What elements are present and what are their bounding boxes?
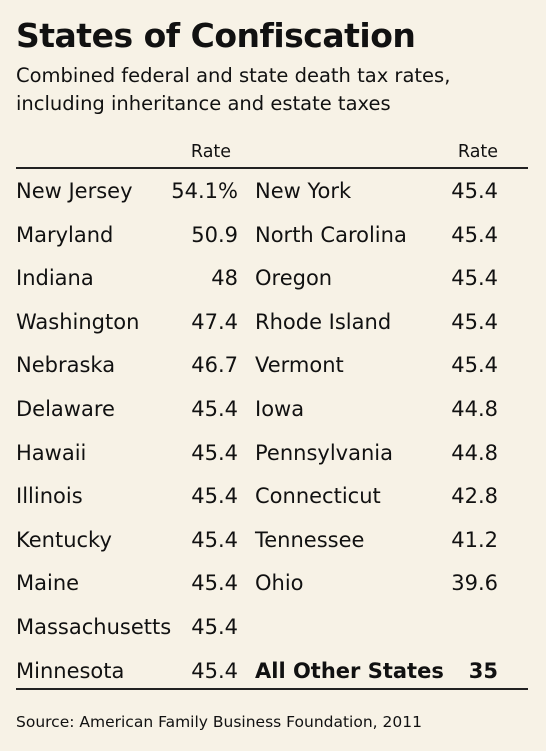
table-row: Nebraska 46.7 Vermont 45.4 <box>16 350 528 394</box>
table-top-rule <box>16 167 528 169</box>
rate-value-left: 45.4 <box>191 615 238 639</box>
rate-value-left: 45.4 <box>191 397 238 421</box>
rate-value-left: 45.4 <box>191 527 238 552</box>
state-name-right: Vermont <box>255 353 344 378</box>
rate-value-right: 45.4 <box>451 309 498 334</box>
rate-column-header-right: Rate <box>457 142 499 162</box>
rate-value-left: 45.4 <box>191 440 238 465</box>
state-name-left: Delaware <box>16 397 115 421</box>
rate-value-left: 47.4 <box>191 309 238 334</box>
table-row: Washington 47.4 Rhode Island 45.4 <box>16 307 528 351</box>
rate-value-left: 46.7 <box>191 353 238 378</box>
table-row: Massachusetts 45.4 <box>16 612 528 656</box>
table-row: Hawaii 45.4 Pennsylvania 44.8 <box>16 438 528 482</box>
rate-value-left: 45.4 <box>191 658 238 683</box>
rate-value-right: 45.4 <box>451 266 498 291</box>
state-name-right: Pennsylvania <box>255 440 393 465</box>
state-name-right: Iowa <box>255 397 305 421</box>
state-name-left: Maryland <box>16 222 114 247</box>
rate-value-left: 48 <box>211 266 238 291</box>
state-name-left: Indiana <box>16 266 94 291</box>
table-row: Indiana 48 Oregon 45.4 <box>16 263 528 307</box>
page-subtitle: Combined federal and state death tax rat… <box>16 64 451 115</box>
state-name-left: Massachusetts <box>16 615 172 639</box>
state-name-right: Connecticut <box>255 484 381 509</box>
rate-value-right: 44.8 <box>451 440 498 465</box>
state-name-right: Rhode Island <box>255 309 392 334</box>
rate-column-header-left: Rate <box>190 142 232 162</box>
rate-value-right: 35 <box>468 658 498 683</box>
state-name-right: Tennessee <box>255 527 365 552</box>
rate-value-right: 45.4 <box>451 222 498 247</box>
rate-value-right: 42.8 <box>451 484 498 509</box>
rate-value-right: 45.4 <box>451 353 498 378</box>
state-name-right: North Carolina <box>255 222 407 247</box>
rate-value-right: 39.6 <box>451 571 498 596</box>
rate-value-right: 45.4 <box>451 179 498 203</box>
state-name-right: New York <box>255 179 352 203</box>
page-title: States of Confiscation <box>16 16 416 55</box>
rate-value-right: 44.8 <box>451 397 498 421</box>
table-row: Minnesota 45.4 All Other States 35 <box>16 656 528 700</box>
state-name-right: Ohio <box>255 571 304 596</box>
state-name-left: Maine <box>16 571 80 596</box>
rate-value-left: 54.1% <box>171 179 238 203</box>
state-name-left: Illinois <box>16 484 83 509</box>
table-row: Maryland 50.9 North Carolina 45.4 <box>16 220 528 264</box>
state-name-left: New Jersey <box>16 179 133 203</box>
state-name-right: Oregon <box>255 266 333 291</box>
state-name-left: Washington <box>16 309 140 334</box>
table-row: Illinois 45.4 Connecticut 42.8 <box>16 481 528 525</box>
state-name-left: Hawaii <box>16 440 87 465</box>
rate-value-left: 50.9 <box>191 222 238 247</box>
state-name-left: Nebraska <box>16 353 116 378</box>
state-name-right: All Other States <box>255 658 444 683</box>
rate-value-right: 41.2 <box>451 527 498 552</box>
rate-value-left: 45.4 <box>191 484 238 509</box>
table-row: Kentucky 45.4 Tennessee 41.2 <box>16 525 528 569</box>
table-bottom-rule <box>16 688 528 690</box>
state-name-left: Kentucky <box>16 527 112 552</box>
rate-value-left: 45.4 <box>191 571 238 596</box>
state-name-left: Minnesota <box>16 658 125 683</box>
table-row: New Jersey 54.1% New York 45.4 <box>16 176 528 220</box>
source-note: Source: American Family Business Foundat… <box>16 713 422 731</box>
table-row: Maine 45.4 Ohio 39.6 <box>16 568 528 612</box>
table-row: Delaware 45.4 Iowa 44.8 <box>16 394 528 438</box>
